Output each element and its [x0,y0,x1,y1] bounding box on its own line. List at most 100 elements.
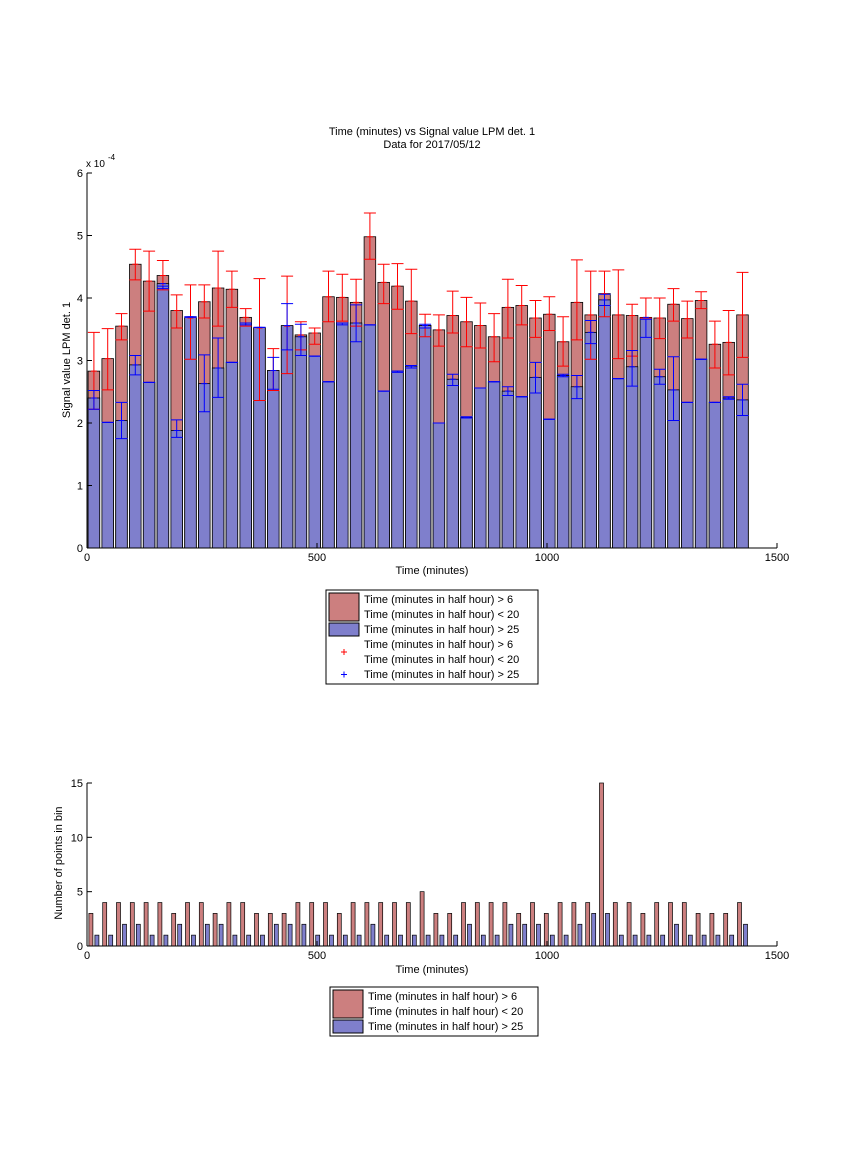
count-bar-series-2 [135,923,141,947]
bar-series-2 [625,366,639,549]
count-bar-series-1 [405,902,411,947]
x-axis-label: Time (minutes) [396,565,469,577]
errorbar-series-1 [212,250,225,327]
count-bar-series-1 [281,913,287,947]
x-tick-label: 0 [84,950,90,962]
count-bar-series-2 [743,923,748,947]
bar-series-2 [363,324,377,549]
y-tick-label: 2 [77,418,83,430]
errorbar-series-1 [170,294,183,329]
bar-series-2 [612,378,625,549]
bar-series-2 [446,378,459,549]
legend-label: Time (minutes in half hour) > 25 [368,1021,523,1033]
errorbar-series-1 [515,285,528,326]
count-bar-series-2 [329,934,334,947]
count-bar-series-1 [364,902,370,947]
count-bar-series-1 [557,902,563,947]
legend-swatch [328,592,360,622]
signal-chart: Time (minutes) vs Signal value LPM det. … [61,126,789,685]
errorbar-series-1 [391,263,404,310]
count-bar-series-1 [102,902,108,947]
bar-series-2 [322,381,335,549]
count-bar-series-1 [654,902,660,947]
count-bar-series-2 [108,934,114,947]
count-bar-series-1 [254,913,259,947]
bar-series-2 [681,401,694,549]
count-bar-series-1 [488,902,494,947]
count-bar-series-1 [226,902,232,947]
bar-series-2 [460,416,473,549]
legend-label: Time (minutes in half hour) > 25 [364,669,519,681]
bar-series-2 [722,397,735,549]
errorbar-series-2 [294,323,307,356]
errorbar-series-2 [336,322,349,326]
count-bar-series-2 [715,934,721,947]
count-bar-series-1 [640,913,646,947]
bar-series-2 [87,397,101,549]
errorbar-series-2 [667,356,680,421]
count-bar-series-2 [342,934,348,947]
x-tick-label: 500 [308,552,326,564]
count-bar-series-2 [563,934,569,947]
errorbar-series-1 [446,290,459,334]
errorbar-series-2 [170,419,183,438]
y-tick-label: 6 [77,168,83,180]
count-bar-series-1 [626,902,632,947]
count-bar-series-2 [301,923,307,947]
chart-title: Time (minutes) vs Signal value LPM det. … [329,126,535,138]
legend-label: Time (minutes in half hour) < 20 [364,654,519,666]
bar-series-2 [377,390,390,549]
y-tick-label: 0 [77,543,83,555]
bar-series-2 [487,381,501,549]
legend-label: Time (minutes in half hour) > 6 [368,991,517,1003]
errorbar-series-1 [377,263,390,305]
errorbar-series-2 [529,361,542,394]
errorbar-series-2 [557,373,570,378]
bar-series-2 [529,376,542,549]
bar-series-2 [584,331,597,549]
bar-series-2 [639,316,653,549]
count-bar-series-2 [577,923,583,947]
count-bar-series-2 [411,934,417,947]
count-bar-series-2 [618,934,624,947]
count-bar-series-2 [453,934,459,947]
errorbar-series-1 [612,269,625,360]
count-bar-series-2 [646,934,652,947]
legend-box [325,589,539,685]
count-bar-series-1 [681,902,687,947]
count-bar-series-1 [240,902,246,947]
errorbar-series-1 [708,320,721,369]
errorbar-series-2 [639,316,652,338]
errorbar-series-1 [405,268,418,335]
count-bar-series-2 [632,934,638,947]
count-bar-series-1 [461,902,466,947]
errorbar-series-2 [736,383,749,416]
count-bar-series-2 [273,923,279,947]
count-bar-series-2 [729,934,735,947]
count-bar-series-1 [543,913,549,947]
bar-series-2 [708,401,722,549]
y-tick-label: 5 [77,887,83,899]
count-bar-series-1 [143,902,149,947]
count-bar-series-2 [536,923,541,947]
x-tick-label: 1000 [535,950,559,962]
count-bar-series-1 [571,902,577,947]
errorbar-series-2 [460,416,473,419]
bar-series-2 [694,358,708,549]
errorbar-series-2 [350,304,363,343]
legend-label: Time (minutes in half hour) < 20 [364,609,519,621]
count-bar-series-2 [218,923,224,947]
errorbars-series-2 [87,283,749,440]
chart-subtitle: Data for 2017/05/12 [383,139,480,151]
legend: Time (minutes in half hour) > 6 Time (min… [325,589,539,685]
bar-series-2 [418,325,432,549]
count-bar-series-1 [433,913,439,947]
errorbar-series-2 [115,401,128,440]
errorbar-series-1 [253,278,266,401]
bar-series-2 [570,386,584,549]
x-tick-label: 1000 [535,552,559,564]
errorbar-series-2 [570,375,583,400]
count-bar-series-2 [508,923,514,947]
x-tick-label: 500 [308,950,326,962]
